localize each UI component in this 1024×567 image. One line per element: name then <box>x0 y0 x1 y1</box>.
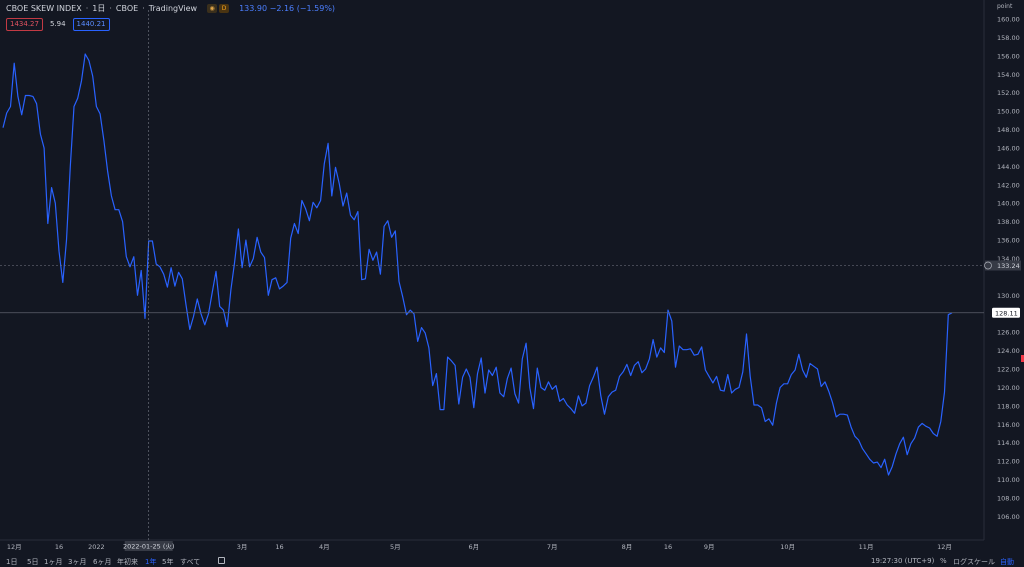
price-change-percent: (−1.59%) <box>296 4 336 13</box>
y-tick-label: 130.00 <box>997 292 1020 300</box>
bottom-toolbar: 1日 5日 1ヶ月 3ヶ月 6ヶ月 年初来 1年 5年 すべて 19:27:30… <box>0 556 1024 567</box>
y-tick-label: 116.00 <box>997 421 1020 429</box>
y-tick-label: 160.00 <box>997 16 1020 24</box>
range-3m-button[interactable]: 3ヶ月 <box>68 558 87 566</box>
price-change: −2.16 <box>269 4 295 13</box>
axis-labels: 133.24 128.11 2022-01-25 (火) <box>123 260 1021 551</box>
alert-marker[interactable] <box>1021 355 1024 362</box>
price-unit-label: point <box>997 3 1013 10</box>
y-tick-label: 110.00 <box>997 476 1020 484</box>
x-tick-label: 10月 <box>780 543 795 551</box>
range-6m-button[interactable]: 6ヶ月 <box>93 558 112 566</box>
x-tick-label: 8月 <box>622 543 633 551</box>
x-tick-label: 16 <box>664 543 672 551</box>
y-axis[interactable]: 160.00 158.00 156.00 154.00 152.00 150.00 148.… <box>0 0 1020 541</box>
y-tick-label: 148.00 <box>997 126 1020 134</box>
y-tick-label: 124.00 <box>997 347 1020 355</box>
log-scale-button[interactable]: ログスケール <box>953 558 995 566</box>
x-tick-label: 9月 <box>704 543 715 551</box>
crosshair-date-bg <box>124 541 173 551</box>
y-tick-label: 108.00 <box>997 495 1020 503</box>
y-tick-label: 114.00 <box>997 439 1020 447</box>
y-tick-label: 134.00 <box>997 255 1020 263</box>
x-tick-label: 12月 <box>937 543 952 551</box>
y-tick-label: 120.00 <box>997 384 1020 392</box>
eye-icon[interactable]: ◉ <box>207 4 218 13</box>
spread-value: 5.94 <box>49 20 66 28</box>
x-tick-label: 16 <box>55 543 63 551</box>
last-price: 133.90 <box>239 4 268 13</box>
crosshair-price-bg <box>985 260 1021 271</box>
crosshair-price-label: 133.24 <box>997 262 1020 270</box>
interval-label[interactable]: 1日 <box>92 4 106 13</box>
auto-scale-button[interactable]: 自動 <box>1000 558 1014 566</box>
add-alert-icon[interactable] <box>984 261 992 270</box>
y-tick-label: 152.00 <box>997 89 1020 97</box>
y-tick-label: 136.00 <box>997 237 1020 245</box>
y-tick-label: 138.00 <box>997 218 1020 226</box>
range-5y-button[interactable]: 5年 <box>162 558 174 566</box>
sell-button[interactable]: 1434.27 <box>6 18 43 31</box>
x-tick-label: 4月 <box>319 543 330 551</box>
percent-scale-button[interactable]: % <box>940 557 947 565</box>
y-tick-label: 106.00 <box>997 513 1020 521</box>
trade-panel: 1434.27 5.94 1440.21 <box>6 18 110 31</box>
y-tick-label: 112.00 <box>997 458 1020 466</box>
header-separator: · <box>85 4 89 13</box>
y-tick-label: 126.00 <box>997 329 1020 337</box>
price-line <box>2 53 953 476</box>
exchange-label: CBOE <box>115 4 139 13</box>
x-tick-label: 2022 <box>88 543 105 551</box>
symbol-name[interactable]: CBOE SKEW INDEX <box>6 4 82 13</box>
x-tick-label: 3月 <box>237 543 248 551</box>
x-tick-label: 12月 <box>7 543 22 551</box>
y-tick-label: 146.00 <box>997 144 1020 152</box>
y-tick-label: 118.00 <box>997 402 1020 410</box>
last-price-label: 128.11 <box>995 309 1018 317</box>
last-price-bg <box>992 307 1020 318</box>
range-ytd-button[interactable]: 年初来 <box>117 558 138 566</box>
x-tick-label: 6月 <box>468 543 479 551</box>
last-price-readout: 133.90 −2.16 (−1.59%) <box>239 4 335 13</box>
clock-readout[interactable]: 19:27:30 (UTC+9) <box>871 557 935 565</box>
y-tick-label: 158.00 <box>997 34 1020 42</box>
range-all-button[interactable]: すべて <box>180 558 201 566</box>
crosshair <box>0 10 984 540</box>
y-tick-label: 140.00 <box>997 200 1020 208</box>
crosshair-date-label: 2022-01-25 (火) <box>123 543 174 551</box>
y-tick-label: 122.00 <box>997 366 1020 374</box>
y-tick-label: 156.00 <box>997 52 1020 60</box>
range-1y-button[interactable]: 1年 <box>145 558 157 566</box>
header-separator: · <box>142 4 145 13</box>
x-tick-label: 16 <box>275 543 283 551</box>
calendar-icon[interactable] <box>218 557 225 564</box>
chart-header: CBOE SKEW INDEX · 1日 · CBOE · TradingVie… <box>6 3 335 14</box>
price-series <box>2 53 953 476</box>
x-tick-label: 5月 <box>390 543 401 551</box>
y-tick-label: 150.00 <box>997 108 1020 116</box>
buy-button[interactable]: 1440.21 <box>72 18 110 31</box>
x-tick-label: 7月 <box>547 543 558 551</box>
y-tick-label: 144.00 <box>997 163 1020 171</box>
x-axis[interactable]: 12月 16 2022 3月 16 4月 5月 6月 7月 8月 16 9月 10月 11月 12月 <box>7 543 952 551</box>
platform-label: TradingView <box>148 4 198 13</box>
range-1m-button[interactable]: 1ヶ月 <box>44 558 63 566</box>
y-tick-label: 154.00 <box>997 71 1020 79</box>
y-tick-label: 142.00 <box>997 181 1020 189</box>
range-5d-button[interactable]: 5日 <box>27 558 39 566</box>
delay-badge[interactable]: D <box>219 4 230 13</box>
header-separator: · <box>109 4 112 13</box>
range-1d-button[interactable]: 1日 <box>6 558 18 566</box>
x-tick-label: 11月 <box>859 543 874 551</box>
